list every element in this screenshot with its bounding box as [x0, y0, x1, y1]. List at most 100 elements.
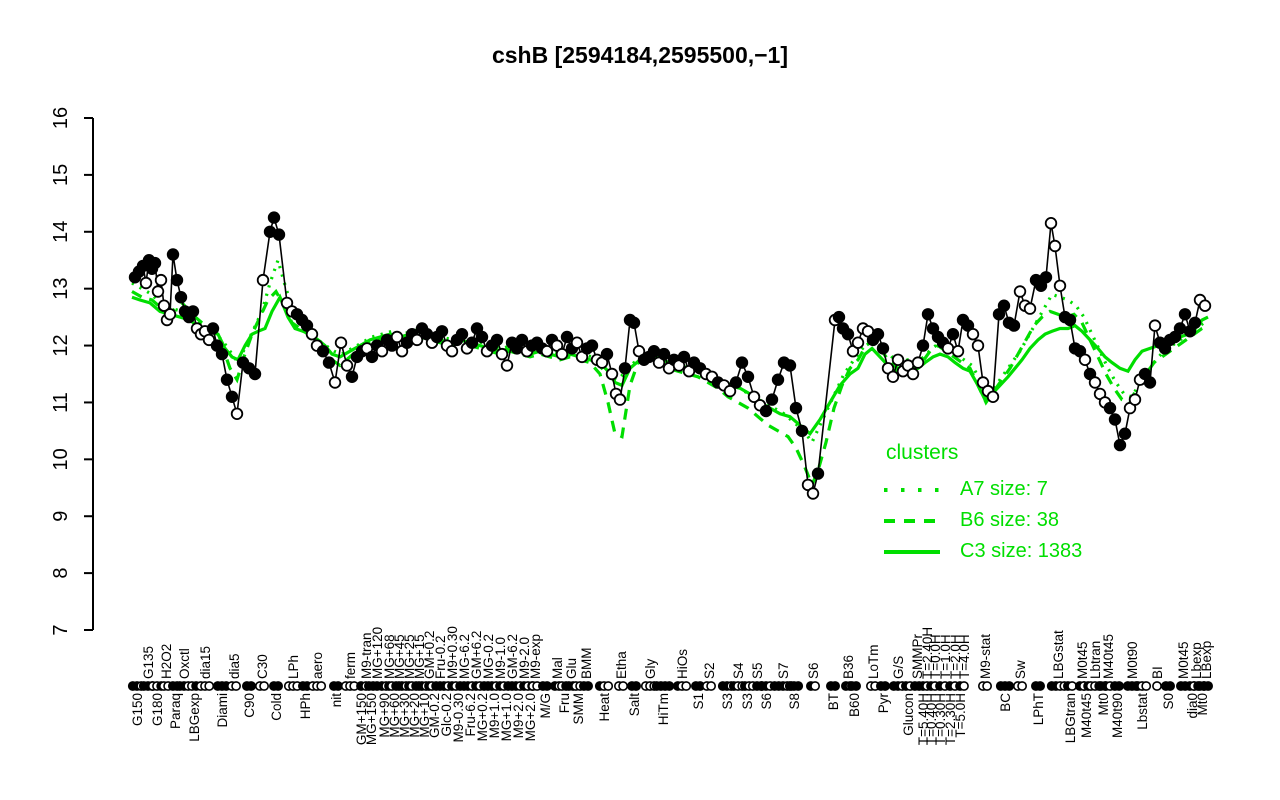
data-point-filled	[322, 356, 336, 369]
condition-label: MG+60	[387, 693, 402, 738]
data-point-filled	[174, 291, 188, 304]
data-point-open	[154, 273, 168, 287]
data-point-open	[500, 359, 514, 372]
condition-label: G/S	[891, 656, 906, 679]
y-tick-label: 13	[50, 278, 72, 300]
condition-label: GM+0.2	[422, 631, 437, 679]
data-point-filled	[220, 373, 234, 386]
data-point-filled	[600, 347, 614, 361]
axis-sample-marker	[793, 681, 804, 691]
data-point-filled	[316, 345, 330, 358]
condition-label: MG+10	[417, 693, 432, 738]
axis-sample-marker	[1035, 681, 1045, 691]
condition-label: MG+15	[412, 634, 427, 679]
data-point-filled	[1007, 319, 1021, 332]
condition-label: M9+2.0	[511, 693, 526, 738]
condition-label: S4	[731, 662, 746, 679]
condition-label: GM-6.2	[505, 634, 520, 679]
axis-sample-marker	[1017, 681, 1027, 691]
condition-label: S0	[1161, 693, 1176, 710]
condition-label: Oxctl	[177, 648, 192, 679]
axis-sample-marker	[618, 681, 628, 691]
condition-label: T=0.40H	[924, 693, 939, 745]
condition-label: Lbstat	[1135, 693, 1150, 730]
condition-label: Fru-6.2	[463, 693, 478, 737]
condition-label: LPh	[286, 655, 301, 679]
data-point-open	[328, 376, 342, 389]
condition-label: SMM	[571, 693, 586, 725]
condition-label: T=4.0H	[957, 634, 972, 679]
condition-label: M9-2.0	[517, 637, 532, 679]
data-point-filled	[795, 424, 809, 438]
condition-label: M9-1.0	[493, 637, 508, 679]
condition-label: MG+1.0	[499, 693, 514, 741]
data-point-filled	[272, 228, 286, 241]
condition-label: Fru	[557, 693, 572, 713]
y-axis: 7 8 9 10 11 12 13 14 15 16	[50, 107, 94, 636]
data-point-filled	[783, 359, 797, 372]
data-point-filled	[560, 330, 574, 344]
data-point-filled	[735, 356, 749, 369]
y-tick-label: 16	[50, 107, 72, 129]
data-point-filled	[647, 345, 661, 358]
data-point-filled	[585, 339, 599, 352]
condition-label: M0t45	[1075, 641, 1090, 679]
condition-label: LBGexp	[187, 693, 202, 742]
data-point-filled	[455, 328, 469, 341]
x-axis: G150 G135 G180 H2O2 Paraq Oxctl LBGexp dia15Dia…	[127, 626, 1214, 745]
data-point-open	[971, 339, 985, 352]
axis-sample-marker	[664, 681, 675, 691]
axis-sample-marker	[1141, 681, 1152, 691]
condition-label: SMMPr	[910, 634, 925, 680]
condition-label: Cold	[269, 693, 284, 721]
axis-sample-marker	[583, 681, 593, 691]
condition-label: dia0	[1185, 693, 1200, 719]
condition-label: nit	[329, 693, 344, 708]
data-point-open	[445, 345, 459, 358]
condition-label: MG+68	[382, 634, 397, 679]
data-point-filled	[1188, 316, 1202, 330]
condition-label: T=0.0H	[928, 634, 943, 679]
condition-label: Mt0	[1195, 693, 1210, 716]
condition-label: HPh	[298, 693, 313, 719]
data-point-filled	[677, 350, 691, 364]
condition-label: M40t90	[1110, 693, 1125, 738]
data-point-open	[570, 336, 584, 349]
condition-label: LoTm	[866, 644, 881, 679]
condition-label: S3	[740, 693, 755, 710]
data-point-open	[605, 367, 619, 381]
legend-label: A7 size: 7	[960, 478, 1048, 500]
data-point-filled	[1039, 271, 1053, 284]
data-point-filled	[729, 376, 743, 389]
condition-label: M9-exp	[528, 634, 543, 679]
condition-label: M40t45	[1079, 693, 1094, 738]
data-point-open	[1048, 239, 1062, 253]
condition-label: T=1.0H	[938, 634, 953, 679]
y-tick-label: 8	[50, 568, 72, 579]
data-point-filled	[206, 322, 220, 335]
data-point-open	[1078, 353, 1092, 367]
axis-sample-marker	[631, 681, 641, 691]
y-tick-label: 10	[50, 448, 72, 470]
data-point-filled	[1108, 413, 1122, 426]
condition-label: MG+90	[377, 693, 392, 738]
condition-label: Paraq	[168, 693, 183, 729]
data-point-filled	[166, 248, 180, 261]
data-point-open	[1023, 302, 1037, 315]
condition-label: M0t90	[1125, 641, 1140, 679]
y-tick-label: 11	[50, 392, 72, 413]
axis-sample-marker	[851, 681, 861, 691]
y-tick-label: 7	[50, 624, 72, 635]
data-point-open	[540, 345, 554, 358]
data-point-filled	[871, 328, 885, 341]
data-point-open	[555, 347, 569, 361]
legend-entry-b6: B6 size: 38	[884, 505, 1082, 536]
axis-sample-marker	[259, 681, 269, 691]
condition-label: MG+30	[397, 693, 412, 738]
data-point-filled	[365, 350, 379, 364]
axis-sample-marker	[204, 681, 215, 691]
data-point-filled	[1113, 438, 1127, 452]
data-point-open	[941, 342, 955, 355]
condition-label: M0t45	[1176, 641, 1191, 679]
